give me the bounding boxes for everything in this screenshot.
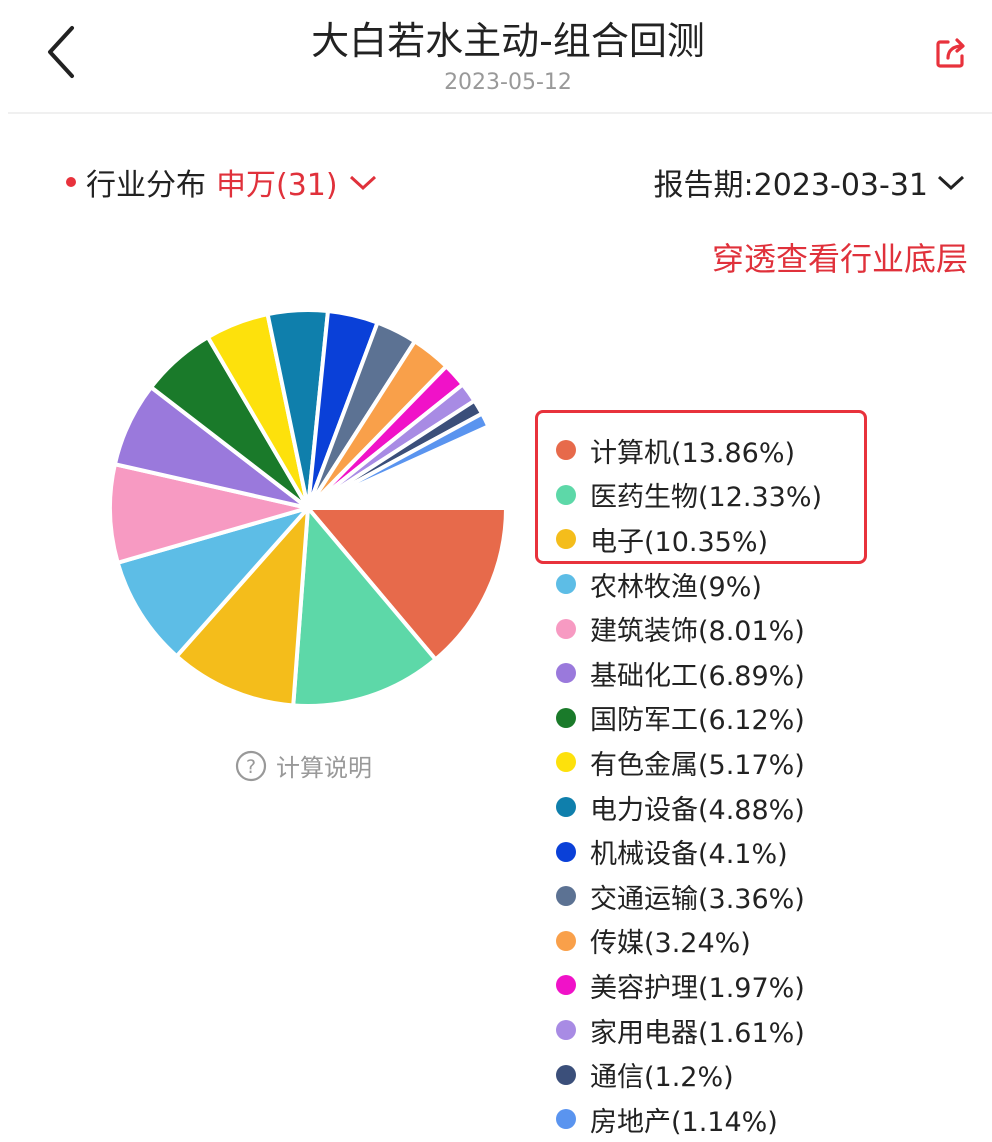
legend-label: 农林牧渔(9%)	[590, 571, 762, 603]
legend-item: 房地产(1.14%)	[556, 1097, 822, 1142]
legend-item: 传媒(3.24%)	[556, 919, 822, 964]
legend-dot	[556, 752, 576, 773]
pie-slice-15	[307, 410, 492, 510]
chevron-left-icon	[48, 26, 74, 78]
legend-dot	[556, 930, 576, 951]
legend-item: 交通运输(3.36%)	[556, 874, 822, 919]
classification-select[interactable]: 申万(31)	[216, 168, 338, 203]
chevron-down-icon	[349, 175, 376, 191]
legend-dot	[556, 886, 576, 907]
legend-label: 房地产(1.14%)	[590, 1106, 778, 1138]
legend-item: 计算机(13.86%)	[556, 428, 822, 473]
legend-label: 计算机(13.86%)	[590, 437, 796, 469]
legend-label: 基础化工(6.89%)	[590, 660, 805, 692]
calc-note-label: 计算说明	[276, 754, 372, 782]
pie-slice-3	[115, 504, 315, 660]
legend-dot	[556, 841, 576, 862]
legend-label: 交通运输(3.36%)	[590, 883, 805, 915]
legend-label: 有色金属(5.17%)	[590, 749, 805, 781]
period-label: 报告期:2023-03-31	[653, 168, 928, 203]
header-divider	[8, 112, 992, 114]
back-button[interactable]	[40, 24, 90, 80]
legend-item: 基础化工(6.89%)	[556, 651, 822, 696]
legend-item: 医药生物(12.33%)	[556, 473, 822, 518]
legend-item: 家用电器(1.61%)	[556, 1008, 822, 1053]
pie-slice-2	[173, 502, 311, 708]
legend-label: 美容护理(1.97%)	[590, 972, 805, 1004]
pie-slice-1	[291, 502, 439, 708]
share-icon	[936, 38, 965, 68]
help-icon: ?	[235, 750, 267, 781]
legend-dot	[556, 797, 576, 818]
legend-dot	[556, 663, 576, 684]
legend-dot	[556, 707, 576, 728]
legend-dot	[556, 1064, 576, 1085]
chevron-down-icon	[937, 175, 965, 191]
legend-dot	[556, 440, 576, 461]
calc-note-button[interactable]: ? 计算说明	[234, 748, 372, 783]
industry-pie-chart	[108, 308, 509, 708]
legend-label: 电力设备(4.88%)	[590, 794, 805, 826]
highlight-box	[535, 410, 867, 564]
legend-dot	[556, 574, 576, 595]
share-button[interactable]	[934, 36, 968, 70]
legend-label: 医药生物(12.33%)	[590, 482, 823, 514]
page-title: 大白若水主动-组合回测	[311, 19, 705, 63]
pie-slice-0	[303, 506, 509, 663]
legend-dot	[556, 1109, 576, 1130]
legend-item: 美容护理(1.97%)	[556, 963, 822, 1008]
legend-label: 建筑装饰(8.01%)	[590, 616, 805, 648]
bullet-dot	[66, 177, 76, 187]
legend-item: 电子(10.35%)	[556, 517, 822, 562]
legend-dot	[556, 484, 576, 505]
legend-item: 机械设备(4.1%)	[556, 829, 822, 874]
drill-down-link[interactable]: 穿透查看行业底层	[711, 240, 968, 278]
legend-dot	[556, 618, 576, 639]
legend-label: 机械设备(4.1%)	[590, 839, 788, 871]
legend-item: 国防军工(6.12%)	[556, 696, 822, 741]
legend-dot	[556, 975, 576, 996]
legend-item: 有色金属(5.17%)	[556, 740, 822, 785]
legend-label: 国防军工(6.12%)	[590, 705, 805, 737]
industry-label: 行业分布	[86, 168, 206, 203]
legend-item: 建筑装饰(8.01%)	[556, 606, 822, 651]
legend-label: 家用电器(1.61%)	[590, 1017, 805, 1049]
legend-dot	[556, 1020, 576, 1041]
legend-label: 电子(10.35%)	[590, 526, 769, 558]
svg-text:?: ?	[246, 756, 256, 778]
page-date: 2023-05-12	[444, 70, 572, 95]
legend-label: 传媒(3.24%)	[590, 928, 751, 960]
legend-item: 农林牧渔(9%)	[556, 562, 822, 607]
legend-item: 通信(1.2%)	[556, 1052, 822, 1097]
legend-dot	[556, 529, 576, 550]
legend-item: 电力设备(4.88%)	[556, 785, 822, 830]
period-select[interactable]: 报告期:2023-03-31	[654, 160, 966, 204]
legend-label: 通信(1.2%)	[590, 1062, 734, 1094]
industry-filter[interactable]: 行业分布 申万(31)	[66, 160, 378, 204]
